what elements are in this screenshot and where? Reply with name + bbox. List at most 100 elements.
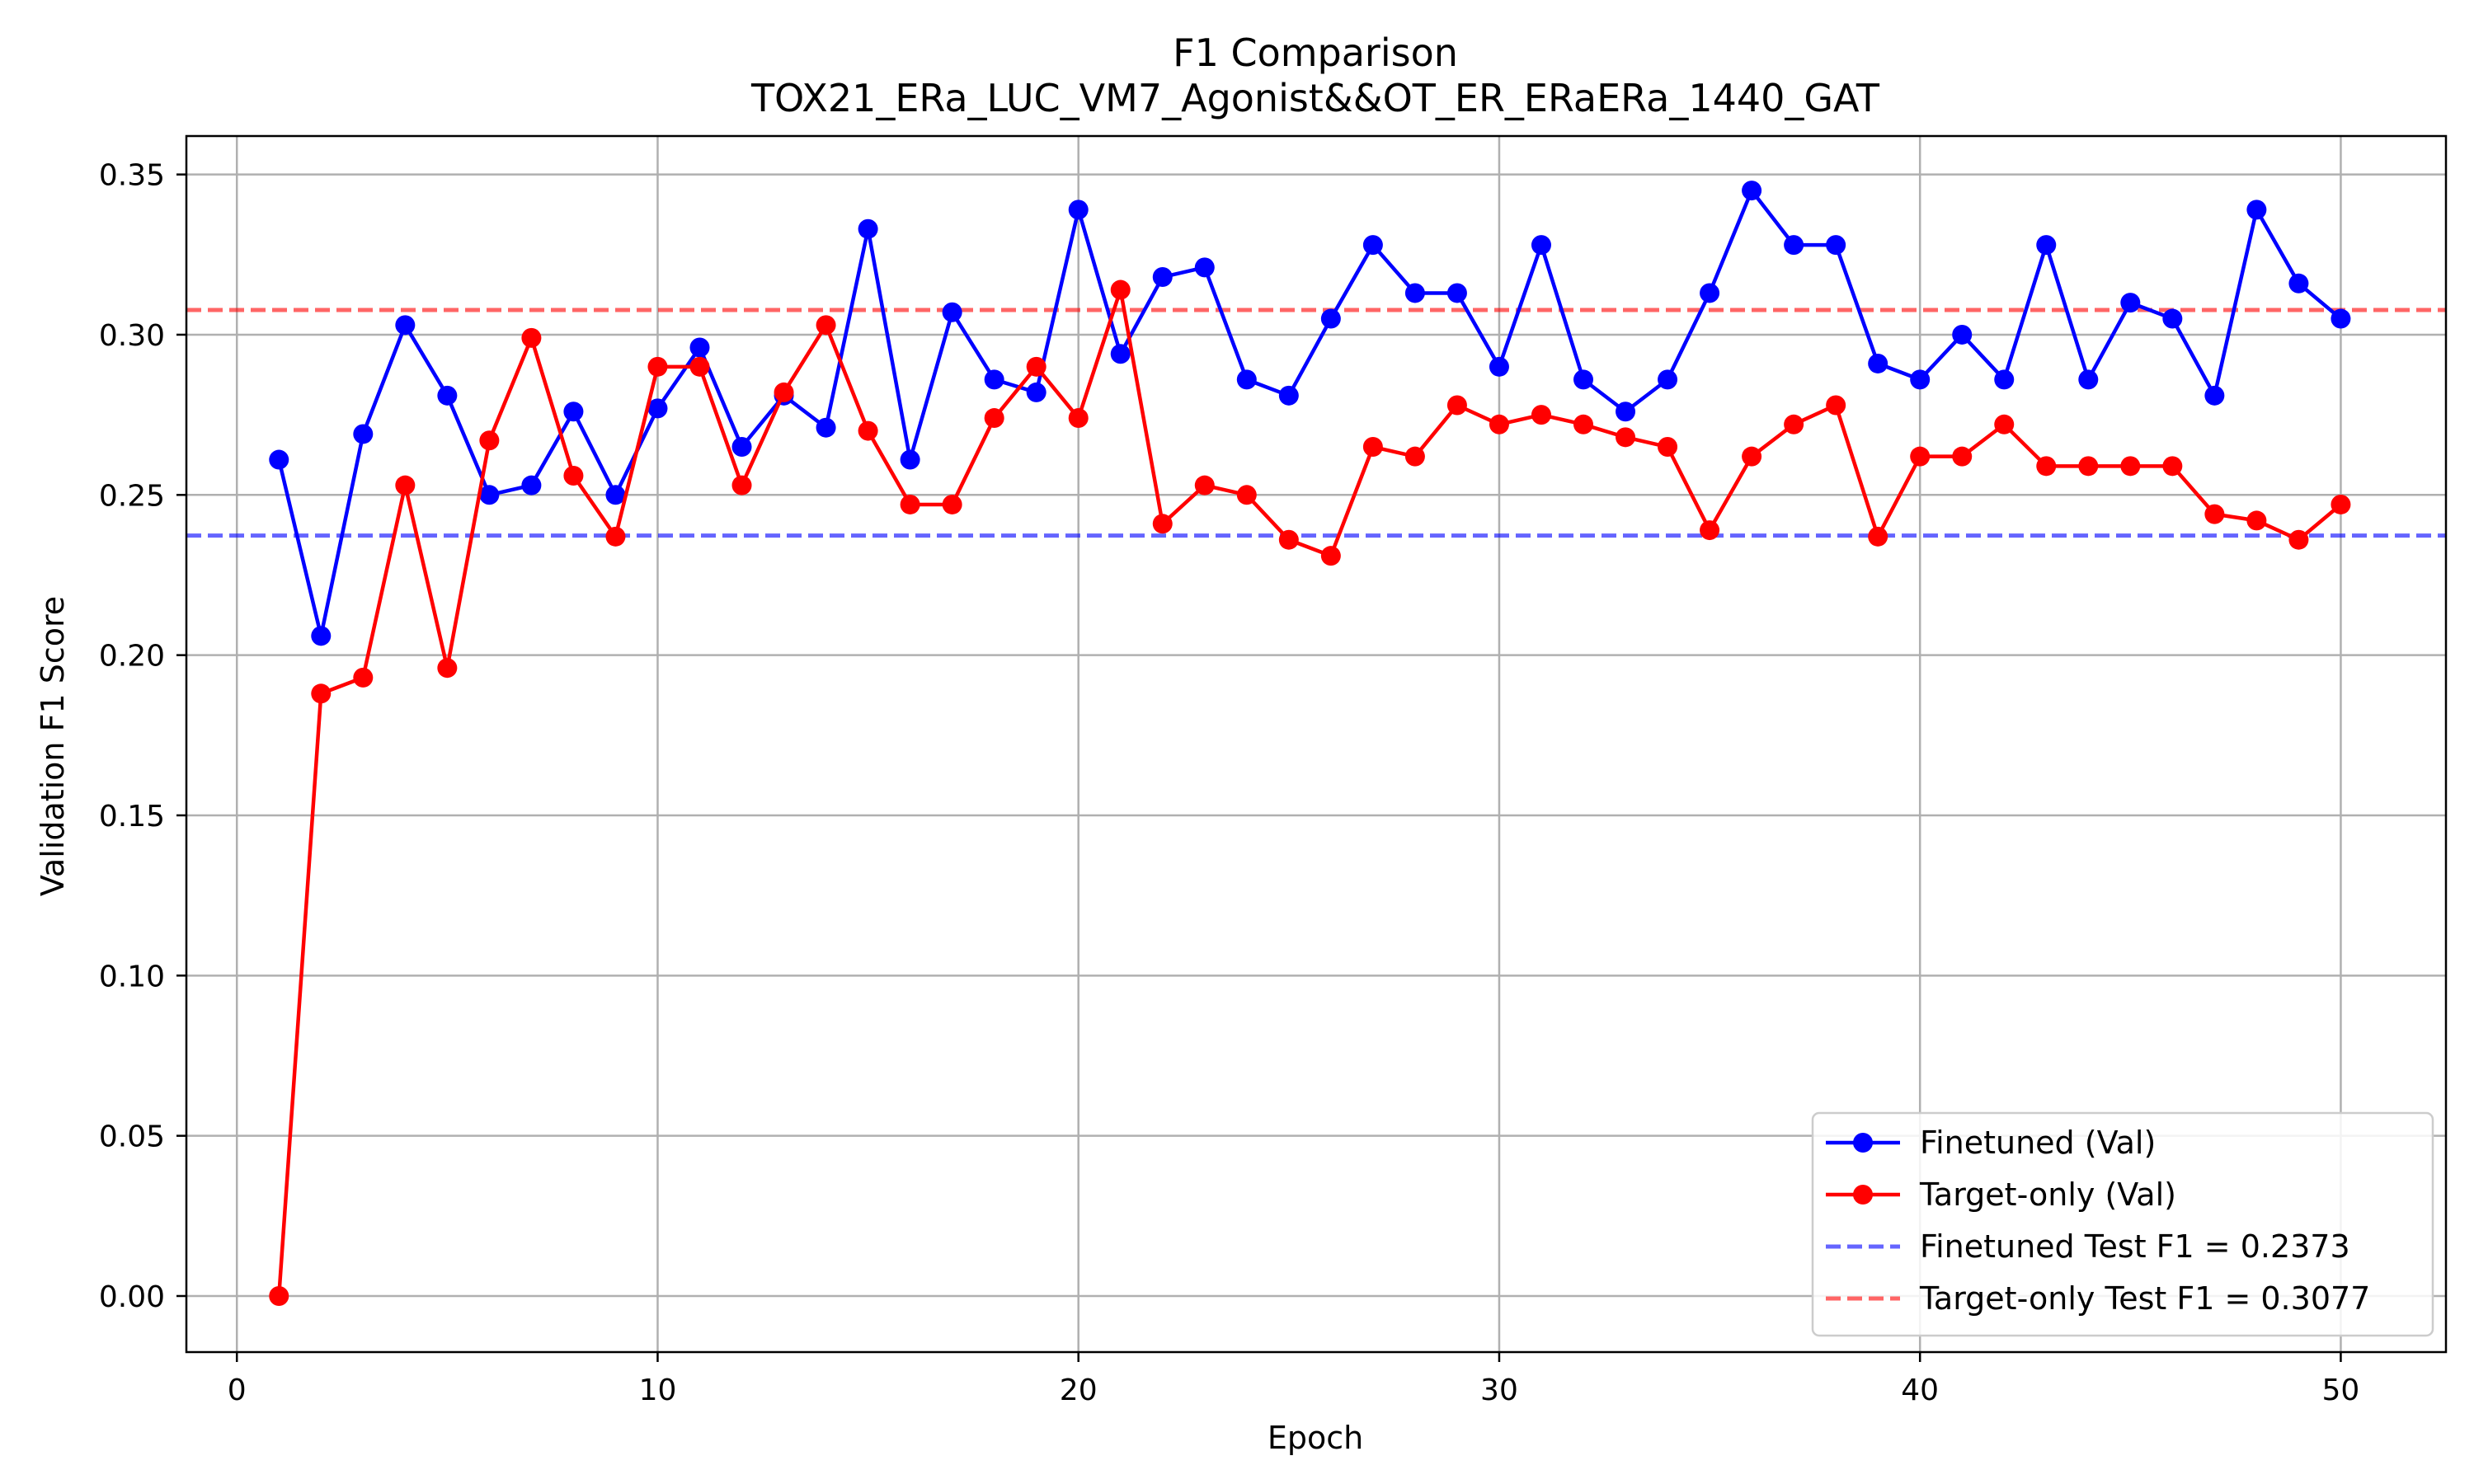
data-point [1489,356,1509,377]
data-point [605,485,626,505]
y-tick-label: 0.35 [99,159,165,193]
data-point [479,430,500,451]
data-point [1194,475,1215,495]
y-tick-label: 0.10 [99,960,165,993]
data-point [2036,456,2057,477]
gridlines [186,136,2446,1352]
data-point [1026,356,1047,377]
data-point [689,337,710,358]
data-point [1868,526,1888,547]
data-point [521,475,542,495]
x-tick-label: 30 [1480,1374,1518,1407]
data-point [816,417,836,438]
data-point [816,315,836,336]
series-group [269,181,2351,646]
data-point [1573,369,1594,390]
data-point [1742,446,1762,467]
data-point [353,667,374,688]
data-point [1826,235,1846,256]
data-point [1952,324,1973,345]
plot-frame [185,134,2448,1354]
x-tick-label: 0 [228,1374,247,1407]
y-tick-label: 0.25 [99,479,165,513]
data-point [900,494,920,514]
legend-entry-label: Target-only Test F1 = 0.3077 [1919,1280,2370,1317]
data-point [1616,402,1636,422]
data-point [2246,510,2267,531]
data-point [2204,504,2225,524]
data-point [1236,369,1257,390]
data-point [605,526,626,547]
data-point [1910,446,1931,467]
data-point [2204,385,2225,406]
data-point [1910,369,1931,390]
y-tick-label: 0.15 [99,800,165,834]
data-point [858,420,878,441]
data-point [521,327,542,348]
data-point [647,398,668,419]
data-point [1616,427,1636,448]
data-point [437,385,458,406]
data-point [1320,546,1341,566]
data-point [1573,414,1594,434]
data-point [1362,437,1383,458]
data-point [1068,200,1089,220]
legend-entry-label: Finetuned Test F1 = 0.2373 [1920,1228,2350,1265]
data-point [1320,308,1341,329]
data-point [353,424,374,444]
data-point [2078,369,2099,390]
x-tick-label: 50 [2322,1374,2360,1407]
legend-marker [1853,1133,1873,1153]
legend-entry-label: Target-only (Val) [1919,1176,2176,1213]
data-point [2288,529,2309,550]
data-point [1868,353,1888,373]
data-point [311,626,332,646]
data-point [1994,369,2015,390]
data-point [395,315,416,336]
data-point [563,465,584,486]
data-point [1068,408,1089,429]
data-point [1826,395,1846,416]
data-point [2036,235,2057,256]
data-point [858,218,878,239]
data-point [1531,235,1551,256]
y-tick-label: 0.20 [99,640,165,674]
data-point [1700,283,1720,303]
legend-marker [1853,1185,1873,1205]
data-point [1152,267,1173,288]
data-point [984,369,1004,390]
data-point [563,402,584,422]
legend-entry-label: Finetuned (Val) [1920,1125,2156,1161]
data-point [1489,414,1509,434]
data-point [689,356,710,377]
reference-lines [186,308,2446,538]
data-point [2078,456,2099,477]
y-tick-label: 0.30 [99,319,165,353]
data-point [942,494,962,514]
series-group [269,279,2351,1306]
data-point [437,658,458,679]
data-point [2288,273,2309,294]
data-point [2120,293,2141,313]
data-point [2162,308,2183,329]
data-point [731,437,752,458]
y-tick-label: 0.05 [99,1120,165,1154]
y-axis-label: Validation F1 Score [35,596,71,896]
x-axis-label: Epoch [1268,1420,1363,1456]
legend-box [1811,1111,2434,1337]
data-point [395,475,416,495]
legend: Finetuned (Val) Target-only (Val) Finetune… [1811,1111,2434,1337]
data-point [479,485,500,505]
data-point [1026,382,1047,402]
data-point [1658,437,1678,458]
data-point [2246,200,2267,220]
data-point [1446,283,1467,303]
y-tick-label: 0.00 [99,1280,165,1314]
data-point [1952,446,1973,467]
axes: 0 10 20 30 40 50 0.00 0.05 0.10 0.15 0.20 0.25 0.30 0… [99,134,2448,1407]
data-point [1152,514,1173,534]
data-point [1404,283,1425,303]
data-point [1278,385,1299,406]
